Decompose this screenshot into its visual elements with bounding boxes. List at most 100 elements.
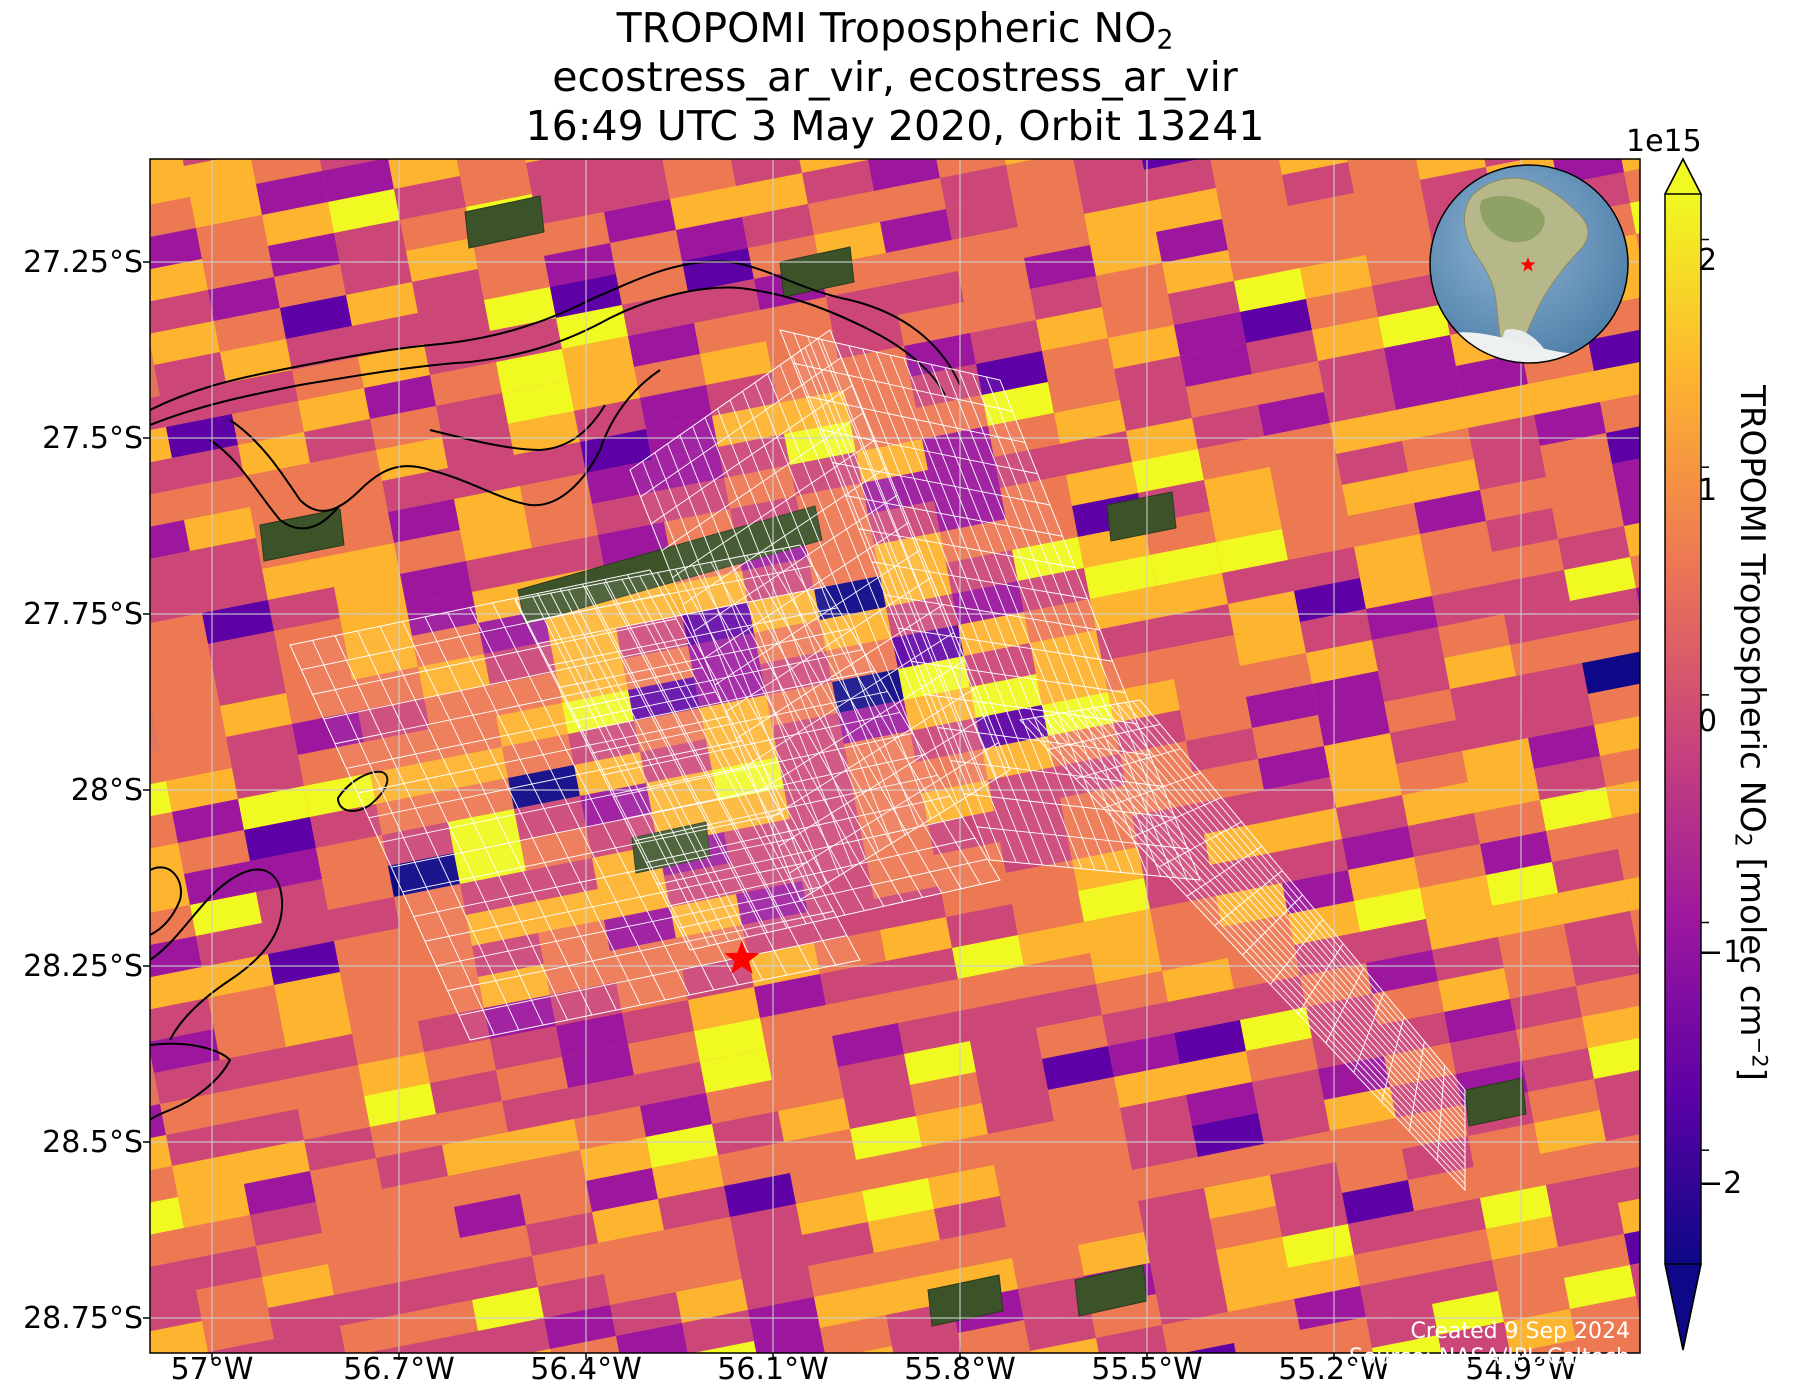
no2-pixel (1462, 384, 1534, 428)
no2-pixel (880, 209, 952, 253)
no2-pixel (826, 992, 898, 1036)
no2-pixel (1588, 683, 1640, 725)
no2-pixel (1402, 782, 1474, 826)
no2-pixel (1114, 1064, 1186, 1108)
no2-pixel (1474, 446, 1546, 490)
no2-pixel (1336, 441, 1408, 485)
colorbar-extend-min (1664, 1263, 1702, 1351)
no2-pixel (970, 674, 1042, 718)
no2-pixel (1528, 725, 1600, 769)
no2-pixel (928, 811, 1000, 855)
no2-pixel (844, 1085, 916, 1129)
imagery-patch (464, 195, 545, 249)
no2-pixel (1432, 583, 1504, 627)
no2-pixel (460, 163, 532, 207)
no2-pixel (1600, 394, 1640, 433)
no2-pixel (1522, 694, 1594, 738)
no2-pixel (150, 1290, 202, 1332)
no2-pixel (676, 1279, 748, 1323)
gridlines (150, 159, 1640, 1353)
no2-pixel (1348, 1211, 1420, 1255)
lon-label-55-8: 55.8°W (904, 1352, 1016, 1387)
no2-pixel (1330, 410, 1402, 454)
no2-pixel (574, 1106, 646, 1150)
no2-pixel (1138, 834, 1210, 878)
no2-pixel (1360, 1273, 1432, 1317)
no2-pixel (150, 644, 214, 688)
no2-pixel (784, 1129, 856, 1173)
no2-pixel (232, 401, 304, 445)
no2-pixel (1168, 989, 1240, 1033)
footprint-gridline (725, 577, 932, 713)
no2-pixel (1141, 159, 1200, 170)
no2-pixel (1126, 1126, 1198, 1170)
no2-pixel (994, 798, 1066, 842)
no2-pixel (430, 716, 502, 760)
no2-pixel (1546, 1172, 1618, 1216)
no2-pixel (1504, 1309, 1576, 1353)
axis-ticks (143, 261, 1522, 1360)
no2-pixel (322, 866, 394, 910)
no2-pixel (724, 465, 796, 509)
no2-pixel (850, 762, 922, 806)
footprint-scene-3 (629, 329, 1011, 901)
colorbar-label: TROPOMI Tropospheric NO2 [molec cm−2] (1729, 385, 1773, 1081)
no2-pixel (1042, 692, 1114, 736)
no2-pixel (862, 1178, 934, 1222)
no2-pixel (1258, 392, 1330, 436)
target-star-marker (724, 940, 760, 974)
no2-pixel (262, 556, 334, 600)
no2-pixel (712, 1111, 784, 1155)
no2-pixel (892, 271, 964, 315)
no2-pixel (604, 907, 676, 951)
no2-pixel (1066, 816, 1138, 860)
no2-pixel (304, 1127, 376, 1171)
footprint-gridline (754, 382, 932, 819)
no2-pixel (406, 1300, 478, 1344)
no2-pixel (1330, 1118, 1402, 1162)
no2-pixel (934, 1196, 1006, 1240)
no2-pixel (1306, 640, 1378, 684)
no2-pixel (658, 478, 730, 522)
footprint-gridline (1381, 1016, 1405, 1102)
no2-pixel (1240, 1007, 1312, 1051)
no2-pixel (184, 159, 256, 197)
no2-pixel (376, 1145, 448, 1189)
no2-pixel (1048, 1077, 1120, 1121)
no2-pixel (292, 711, 364, 755)
no2-pixel (1576, 619, 1640, 663)
no2-pixel (525, 159, 547, 163)
no2-pixel (1264, 777, 1336, 821)
no2-pixel (1354, 888, 1426, 932)
no2-pixel (1480, 831, 1552, 875)
no2-pixel (196, 923, 268, 967)
no2-pixel (1282, 1224, 1354, 1268)
no2-pixel (202, 1308, 274, 1352)
lat-label-28: 28°S (70, 773, 143, 808)
no2-pixel (1558, 1234, 1630, 1278)
no2-pixel (610, 938, 682, 982)
no2-pixel (1168, 281, 1240, 325)
no2-pixel (706, 372, 778, 416)
no2-pixel (520, 1181, 592, 1225)
no2-pixel (448, 455, 520, 499)
footprint-gridline (924, 693, 1138, 725)
amazon-region (1480, 195, 1545, 243)
no2-pixel (700, 695, 772, 739)
no2-pixel (1192, 1113, 1264, 1157)
no2-pixel (1078, 170, 1150, 214)
colorbar-tick-label: 0 (1698, 704, 1718, 739)
no2-pixel (1420, 875, 1492, 919)
no2-pixel (1090, 586, 1162, 630)
no2-pixel (150, 1135, 172, 1171)
no2-pixel (754, 620, 826, 664)
no2-pixel (406, 946, 478, 990)
no2-pixel (670, 186, 742, 230)
no2-pixel (1018, 1276, 1090, 1320)
no2-pixel (754, 1328, 825, 1353)
no2-pixel (958, 258, 1030, 302)
no2-pixel (150, 1259, 196, 1300)
no2-pixel (150, 1228, 190, 1267)
map-title-line-2: ecostress_ar_vir, ecostress_ar_vir (552, 53, 1238, 101)
no2-pixel (562, 1044, 634, 1088)
